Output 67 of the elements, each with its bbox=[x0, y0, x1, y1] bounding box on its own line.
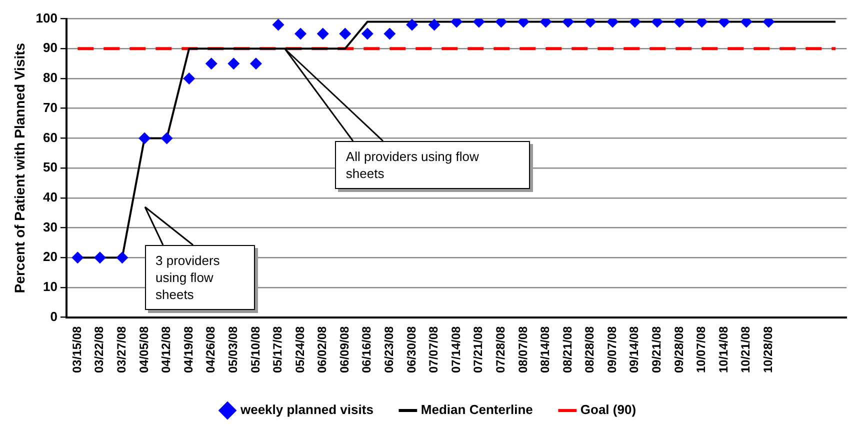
point bbox=[94, 252, 106, 264]
x-tick-label: 10/07/08 bbox=[694, 326, 708, 374]
x-tick-label: 03/15/08 bbox=[70, 326, 84, 374]
x-tick-label: 09/07/08 bbox=[604, 326, 619, 374]
x-tick-label: 06/02/08 bbox=[315, 326, 330, 374]
x-tick-label: 04/19/08 bbox=[181, 326, 196, 374]
point bbox=[183, 72, 196, 84]
point bbox=[138, 132, 151, 144]
y-tick-label: 70 bbox=[43, 100, 58, 115]
x-tick-label: 09/14/08 bbox=[627, 326, 642, 374]
point bbox=[116, 252, 128, 264]
point bbox=[406, 18, 418, 31]
point bbox=[160, 132, 173, 144]
x-tick-label: 08/07/08 bbox=[516, 326, 530, 374]
point bbox=[72, 252, 84, 264]
x-tick-label: 09/28/08 bbox=[672, 326, 686, 374]
point bbox=[339, 28, 352, 40]
point bbox=[428, 18, 440, 31]
y-tick-label: 30 bbox=[43, 219, 58, 234]
x-tick-label: 10/14/08 bbox=[716, 326, 730, 374]
y-tick-label: 60 bbox=[43, 130, 58, 145]
legend-label: weekly planned visits bbox=[239, 402, 374, 418]
point bbox=[316, 28, 329, 40]
x-tick-label: 08/28/08 bbox=[582, 326, 597, 374]
x-tick-label: 05/10/08 bbox=[248, 326, 262, 374]
point bbox=[294, 28, 307, 40]
x-tick-label: 07/07/08 bbox=[426, 326, 441, 374]
x-tick-label: 03/27/08 bbox=[114, 326, 129, 374]
point bbox=[228, 58, 240, 70]
x-tick-label: 06/23/08 bbox=[382, 326, 396, 374]
point bbox=[250, 58, 262, 70]
y-tick-label: 80 bbox=[43, 70, 58, 86]
y-tick-label: 50 bbox=[43, 160, 58, 175]
x-tick-label: 05/03/08 bbox=[226, 326, 240, 374]
x-tick-label: 04/12/08 bbox=[159, 326, 174, 374]
x-tick-label: 04/26/08 bbox=[204, 326, 218, 374]
y-axis-title: Percent of Patient with Planned Visits bbox=[11, 42, 28, 294]
annotation: All providers using flow sheets bbox=[346, 148, 479, 181]
x-tick-label: 03/22/08 bbox=[92, 326, 106, 374]
x-tick-label: 05/17/08 bbox=[270, 326, 285, 374]
point bbox=[205, 58, 218, 70]
legend-label: Goal (90) bbox=[580, 402, 636, 418]
x-tick-label: 09/21/08 bbox=[650, 326, 664, 374]
legend-label: Median Centerline bbox=[420, 402, 533, 418]
x-tick-label: 08/21/08 bbox=[560, 326, 574, 374]
x-tick-label: 10/28/08 bbox=[760, 326, 775, 374]
x-tick-label: 07/28/08 bbox=[493, 326, 508, 374]
y-tick-label: 20 bbox=[43, 249, 58, 264]
x-tick-label: 05/24/08 bbox=[292, 326, 307, 374]
x-tick-label: 04/05/08 bbox=[136, 326, 151, 374]
callout-box: All providers using flow sheets bbox=[334, 140, 530, 189]
point bbox=[384, 28, 396, 40]
x-tick-label: 08/14/08 bbox=[538, 326, 552, 374]
x-tick-label: 07/14/08 bbox=[448, 326, 463, 374]
y-tick-label: 10 bbox=[43, 279, 58, 294]
x-tick-label: 06/16/08 bbox=[360, 326, 374, 374]
annotation: 3 providers using flow sheets bbox=[156, 252, 220, 302]
x-tick-label: 07/21/08 bbox=[471, 326, 486, 374]
point bbox=[272, 18, 284, 31]
y-tick-label: 100 bbox=[36, 10, 58, 26]
x-tick-label: 06/30/08 bbox=[404, 326, 418, 374]
x-tick-label: 06/09/08 bbox=[337, 326, 352, 374]
x-tick-label: 10/21/08 bbox=[738, 326, 753, 374]
y-tick-label: 90 bbox=[43, 40, 58, 56]
point bbox=[361, 28, 374, 40]
y-tick-label: 0 bbox=[50, 308, 58, 324]
y-tick-label: 40 bbox=[43, 189, 58, 204]
